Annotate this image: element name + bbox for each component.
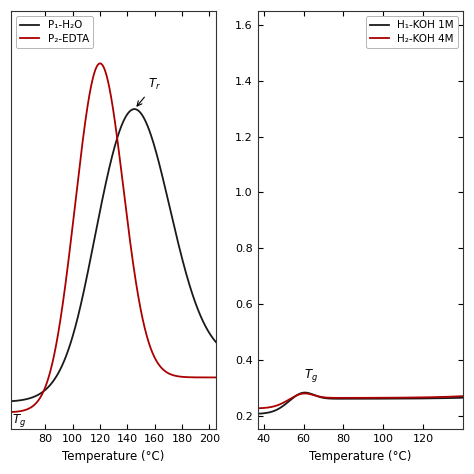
X-axis label: Temperature (°C): Temperature (°C) (309, 450, 411, 463)
X-axis label: Temperature (°C): Temperature (°C) (63, 450, 165, 463)
Text: $T_g$: $T_g$ (12, 411, 27, 428)
Text: $T_g$: $T_g$ (303, 367, 318, 384)
Legend: H₁-KOH 1M, H₂-KOH 4M: H₁-KOH 1M, H₂-KOH 4M (365, 16, 458, 48)
Legend: P₁-H₂O, P₂-EDTA: P₁-H₂O, P₂-EDTA (16, 16, 93, 48)
Text: $T_r$: $T_r$ (137, 77, 161, 106)
